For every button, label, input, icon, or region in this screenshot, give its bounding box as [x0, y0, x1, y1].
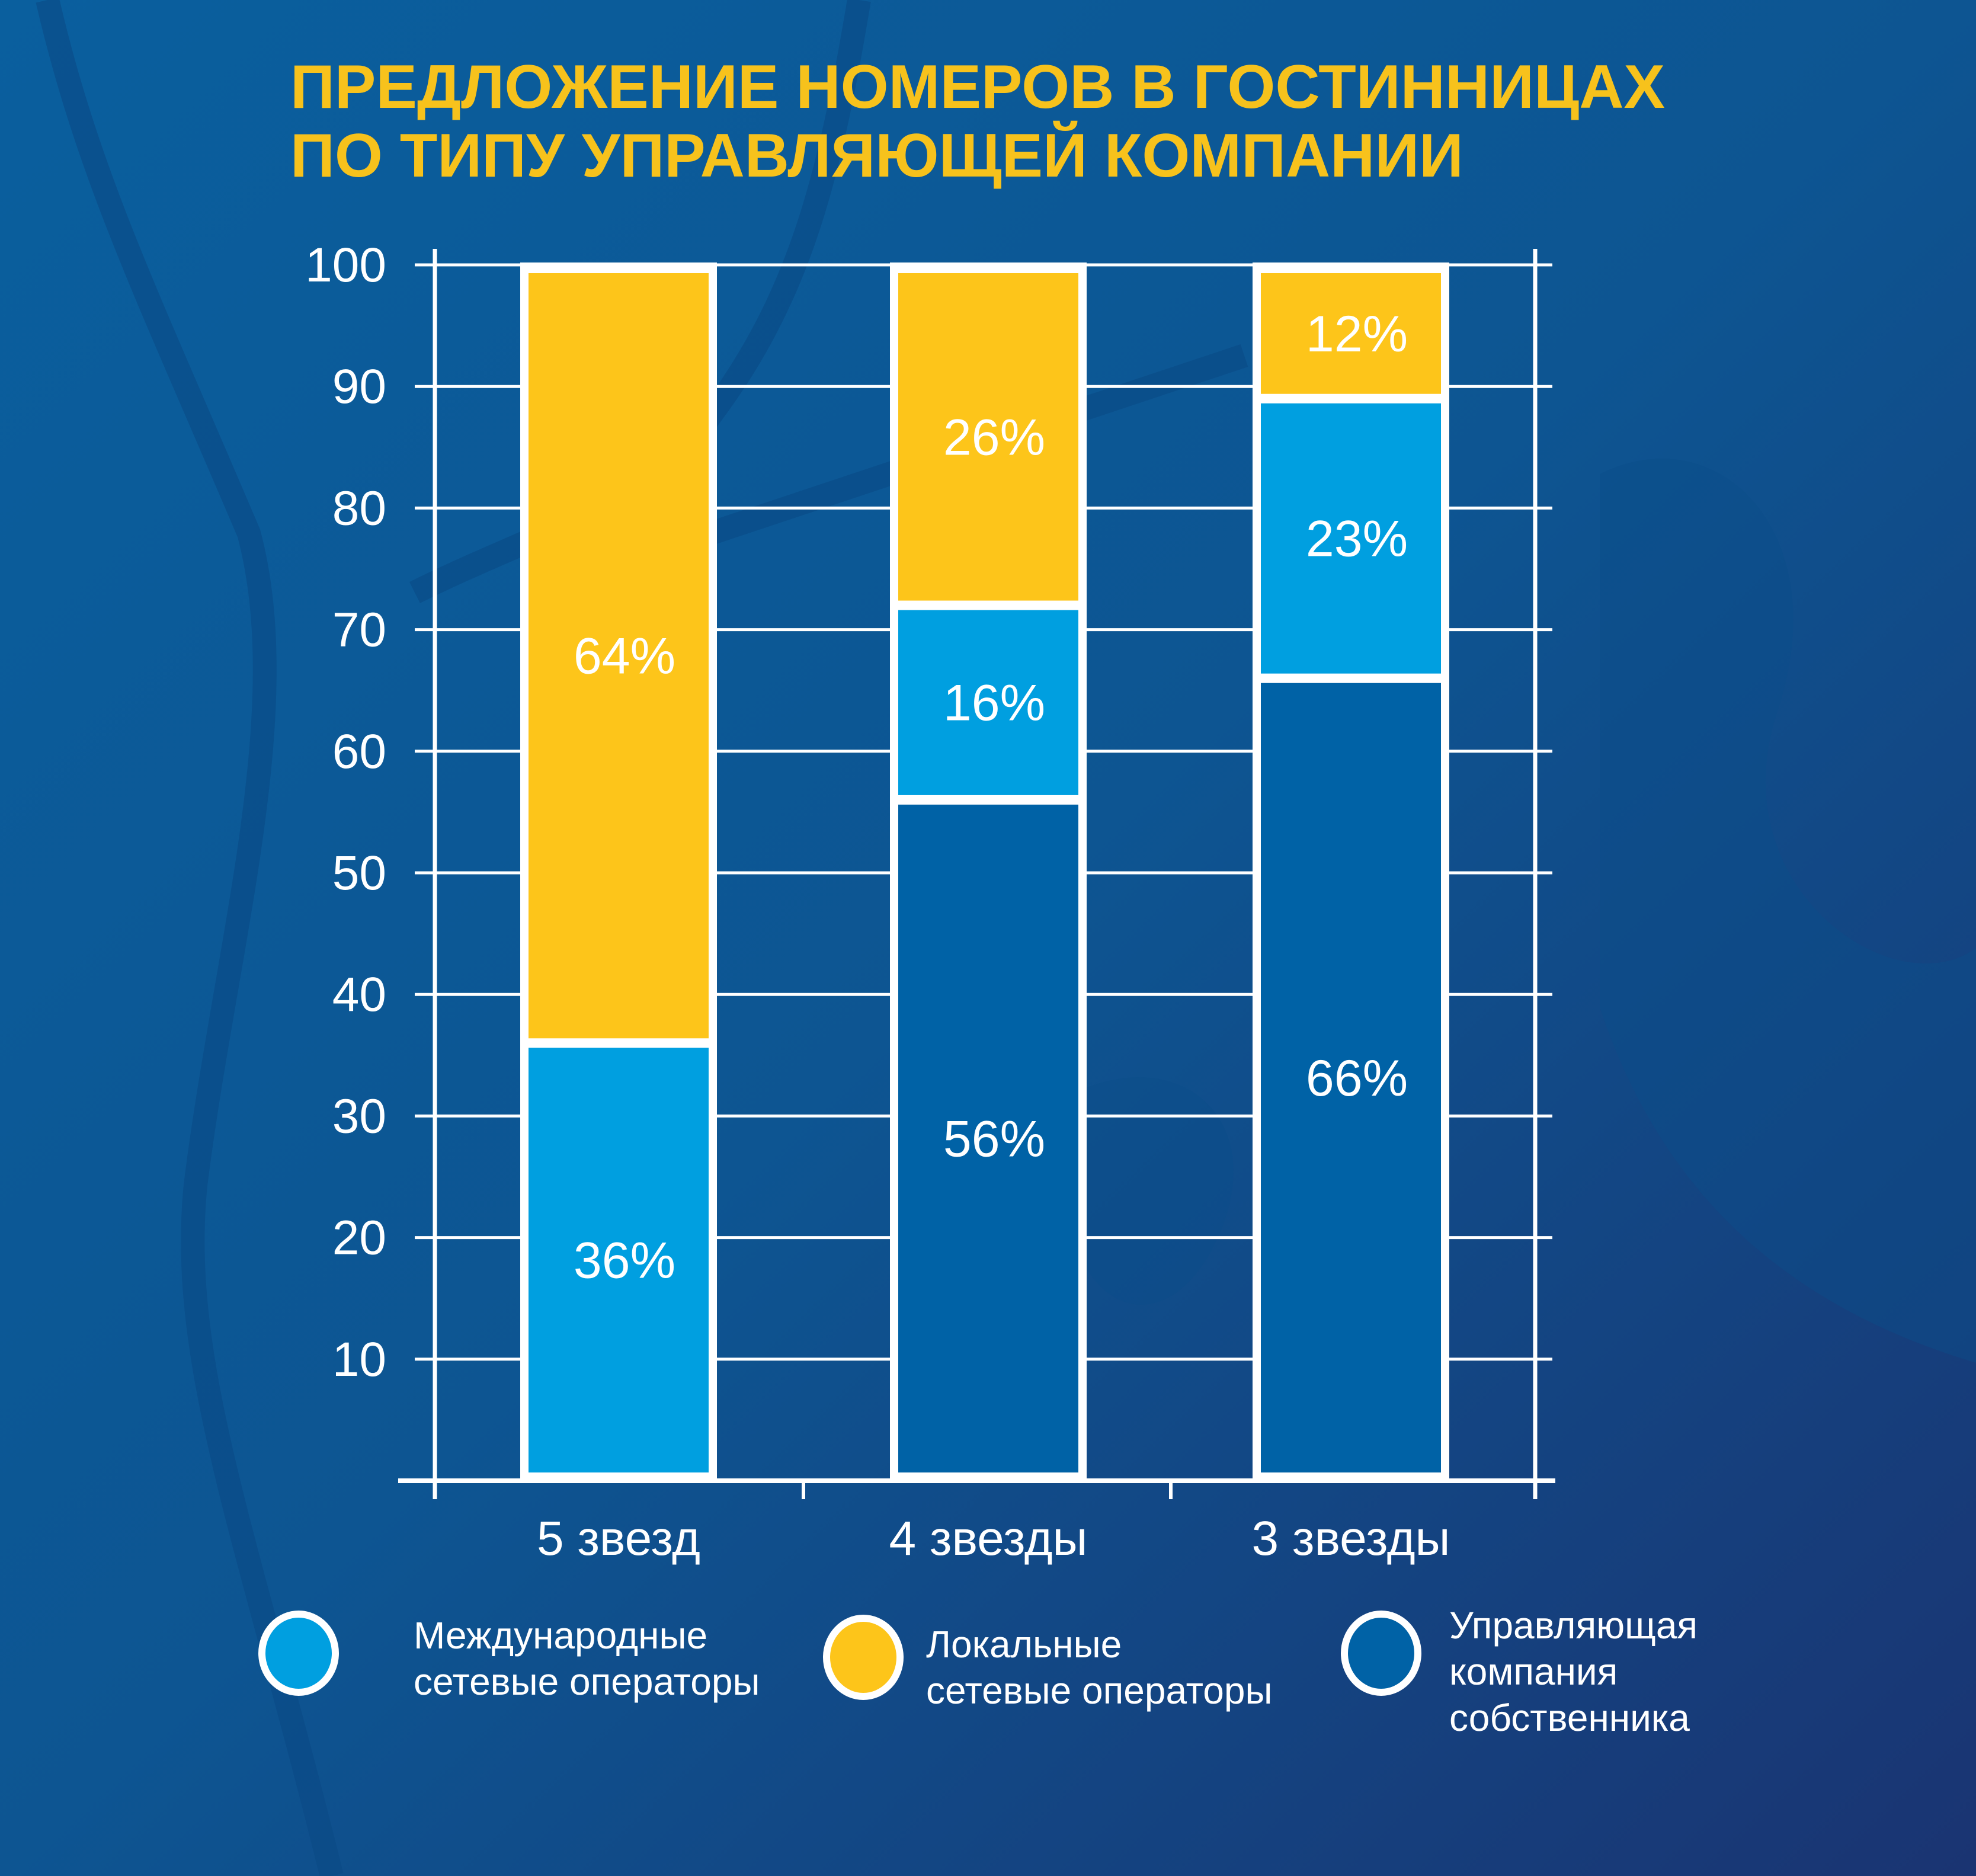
data-label: 66%	[1306, 1050, 1408, 1107]
legend-swatch	[258, 1611, 339, 1696]
background-shapes	[1062, 458, 1976, 1363]
legend-swatch	[823, 1615, 904, 1700]
y-tick-label: 50	[332, 846, 386, 900]
y-tick-label: 30	[332, 1089, 386, 1143]
data-label: 23%	[1306, 511, 1408, 568]
bar-segment	[1261, 403, 1441, 674]
data-label: 12%	[1306, 306, 1408, 363]
y-tick-label: 70	[332, 603, 386, 657]
bar-group: 56% 16% 26%	[890, 262, 1087, 1481]
legend-label: сетевые операторы	[926, 1669, 1272, 1712]
x-tick-label: 4 звезды	[889, 1512, 1087, 1566]
bar-group: 66% 23% 12%	[1253, 262, 1449, 1481]
legend-label: Международные	[414, 1614, 707, 1657]
legend-label: компания	[1449, 1650, 1618, 1693]
y-tick-label: 90	[332, 360, 386, 414]
y-tick-label: 10	[332, 1333, 386, 1387]
legend-label: Локальные	[926, 1623, 1122, 1666]
bar-segment	[1261, 683, 1441, 1472]
data-label: 56%	[943, 1110, 1045, 1167]
legend-label: собственника	[1449, 1696, 1690, 1739]
bar-group: 36% 64%	[520, 262, 717, 1481]
title-line-2: ПО ТИПУ УПРАВЛЯЮЩЕЙ КОМПАНИИ	[290, 121, 1463, 190]
bar-segment	[898, 610, 1078, 795]
bar-segment	[529, 273, 709, 1039]
y-tick-label: 40	[332, 968, 386, 1022]
x-tick-label: 5 звезд	[537, 1512, 700, 1566]
x-axis-labels: 5 звезд 4 звезды 3 звезды	[537, 1512, 1450, 1566]
y-tick-label: 20	[332, 1211, 386, 1265]
chart-title: ПРЕДЛОЖЕНИЕ НОМЕРОВ В ГОСТИННИЦАХ ПО ТИП…	[290, 53, 1665, 190]
data-label: 26%	[943, 409, 1045, 466]
x-tick-label: 3 звезды	[1251, 1512, 1450, 1566]
data-label: 36%	[574, 1232, 675, 1289]
title-line-1: ПРЕДЛОЖЕНИЕ НОМЕРОВ В ГОСТИННИЦАХ	[290, 53, 1665, 121]
data-label: 64%	[574, 628, 675, 685]
data-label: 16%	[943, 675, 1045, 732]
y-tick-label: 60	[332, 725, 386, 779]
bars: 36% 64% 56% 16% 26% 66% 23% 12%	[520, 262, 1449, 1481]
y-tick-label: 100	[305, 238, 386, 292]
bar-segment	[1261, 273, 1441, 394]
y-tick-label: 80	[332, 481, 386, 535]
bar-segment	[529, 1048, 709, 1472]
legend-label: сетевые операторы	[414, 1660, 760, 1703]
bar-segment	[898, 273, 1078, 601]
legend-swatch	[1341, 1611, 1421, 1696]
bar-segment	[898, 804, 1078, 1472]
legend-label: Управляющая	[1449, 1604, 1698, 1647]
